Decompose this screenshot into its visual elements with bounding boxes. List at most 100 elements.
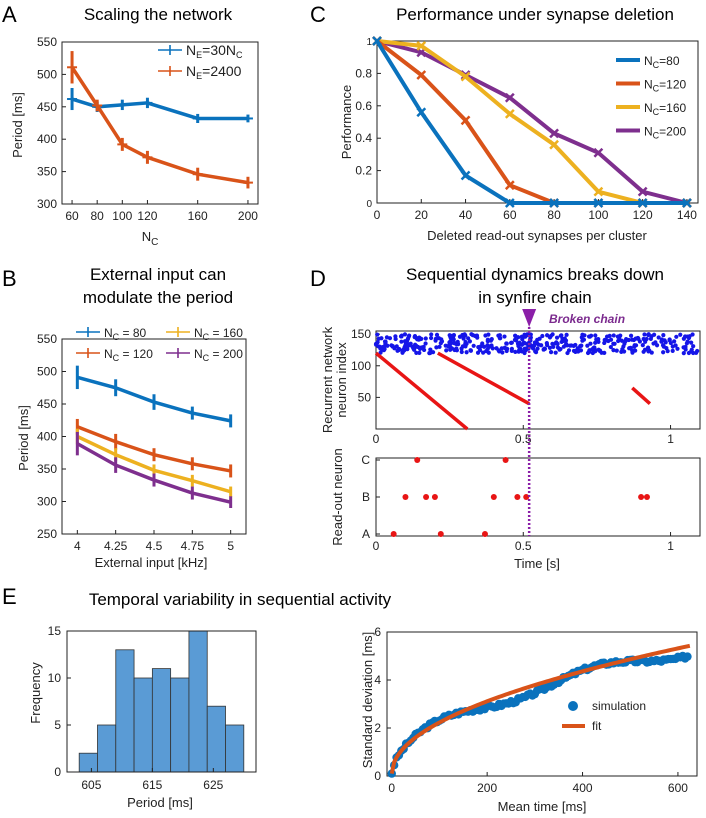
panel-c-legend-3-sub: C [653, 131, 660, 141]
panel-e-fit-chart: 0 200 400 600 0 2 4 6 simulation fit [374, 625, 698, 795]
panel-d-raster-dot [513, 333, 518, 338]
panel-d-raster-dot [466, 336, 471, 341]
panel-d-raster-dot [587, 349, 592, 354]
panel-c-marker [460, 71, 471, 82]
panel-b-legend-3-sub: C [203, 353, 210, 363]
panel-c-marker [416, 40, 427, 51]
panel-d-bottom-xtick-label: 1 [667, 539, 674, 553]
panel-d-raster-dot [649, 350, 654, 355]
panel-d-raster-dot [444, 348, 449, 353]
panel-c-legend-1-rest: =120 [659, 78, 686, 92]
panel-d-raster-dot [399, 339, 404, 344]
panel-c-legend-0-sub: C [653, 60, 660, 70]
panel-d-raster-dot [467, 339, 472, 344]
panel-d-raster-dot [412, 347, 417, 352]
panel-d-raster-dot [434, 332, 440, 337]
panel-d-raster-dot [578, 348, 584, 353]
panel-c-legend-2-rest: =160 [659, 101, 686, 115]
panel-c-marker [593, 186, 604, 197]
panel-e-hist-bar [115, 649, 135, 773]
panel-b-legend-3-rest: = 200 [209, 347, 243, 361]
panel-d-raster-dot [379, 336, 384, 341]
panel-d-raster-dot [656, 335, 661, 340]
panel-d-raster-dot [463, 341, 468, 346]
panel-e-hist-xtick-label: 615 [142, 778, 162, 792]
panel-d-raster-dot [422, 347, 427, 353]
panel-e-hist-bar [206, 705, 226, 773]
panel-a-xtick-label: 160 [188, 209, 208, 223]
panel-d-raster-dot [513, 349, 518, 354]
panel-d-title-line1: Sequential dynamics breaks down [406, 265, 664, 284]
panel-c-marker [504, 180, 515, 191]
panel-d-readout-spike [514, 494, 521, 500]
panel-a-xtick-label: 120 [137, 209, 157, 223]
panel-d-raster-dot [476, 345, 481, 350]
panel-d-raster-dot [632, 343, 637, 348]
panel-c-xtick-label: 100 [588, 208, 608, 222]
panel-d-raster-dot [392, 346, 397, 351]
panel-d-raster-dot [550, 341, 555, 346]
panel-e-hist-bar [97, 724, 117, 773]
panel-d-raster-dot [667, 337, 672, 342]
panel-d-raster-dot [499, 346, 504, 351]
panel-d-raster-dot [665, 349, 670, 354]
panel-d-ylabel-top-line1: Recurrent network [320, 326, 335, 433]
panel-c-series-line [375, 39, 687, 205]
panel-d-xlabel: Time [s] [514, 556, 560, 571]
panel-d-readout-spike [437, 531, 444, 537]
panel-d-raster-dot [670, 348, 675, 354]
panel-c-xtick-label: 60 [503, 208, 517, 222]
panel-d-raster-dot [611, 347, 616, 353]
panel-d-raster-dot [579, 343, 584, 348]
panel-d-raster-dot [502, 334, 507, 339]
panel-c-ytick-label: 0 [366, 199, 372, 210]
panel-d-raster-dot [548, 350, 554, 355]
panel-d-raster-dot [608, 344, 613, 350]
panel-d-readout-spike [638, 494, 645, 500]
panel-d-raster-dot [417, 350, 422, 355]
panel-d-raster-dot [480, 341, 485, 346]
panel-c-marker [372, 36, 382, 46]
panel-c-legend-0-text: NC=80 [644, 54, 680, 70]
panel-d-raster-dot [517, 340, 522, 345]
panel-d-raster-dot [547, 345, 553, 350]
panel-d-raster-dot [407, 333, 412, 338]
panel-c-ytick-label: 0.8 [355, 66, 372, 80]
panel-a-legend-0-text: NE=30NC [186, 42, 243, 60]
panel-a-legend-0-main: N [186, 42, 196, 58]
panel-e-hist-ytick-label: 0 [54, 765, 61, 779]
panel-b-legend-3-text: NC = 200 [194, 347, 243, 363]
panel-a-legend-1-main: N [186, 63, 196, 79]
panel-a-legend-1-sub: E [196, 71, 202, 81]
panel-c-marker [504, 198, 515, 208]
panel-d-readout-spike [402, 494, 409, 500]
panel-d-readout-spike [423, 494, 430, 500]
panel-d-raster-dot [519, 334, 524, 339]
panel-d-raster-dot [649, 334, 654, 339]
panel-d-title-line2: in synfire chain [478, 288, 591, 307]
panel-c-marker [682, 198, 692, 208]
panel-d-top-ytick-label: 150 [351, 327, 371, 341]
panel-label-b: B [2, 266, 17, 291]
panel-c-marker [416, 107, 427, 118]
panel-d-raster-dot [623, 338, 628, 344]
panel-e-fit-ytick-label: 6 [374, 625, 381, 639]
panel-d-top-xtick-label: 0 [373, 432, 380, 446]
panel-d-raster-dot [508, 340, 514, 345]
panel-e-hist-xlabel: Period [ms] [127, 795, 193, 810]
panel-d-raster-dot [646, 332, 651, 338]
panel-d-raster-dot [537, 336, 542, 341]
panel-d-raster-dot [540, 333, 545, 339]
panel-e-hist-bar [188, 630, 208, 773]
panel-e-hist-xtick-label: 605 [81, 778, 101, 792]
panel-c-legend-0-rest: =80 [659, 54, 680, 68]
panel-d-raster-dot [642, 332, 647, 337]
panel-e-fit-xtick-label: 600 [668, 781, 688, 795]
panel-d-raster-dot [404, 344, 410, 350]
panel-c-xtick-label: 0 [374, 208, 381, 222]
panel-d-raster-dot [500, 350, 505, 355]
panel-d-raster-dot [588, 341, 593, 346]
panel-c-legend-3-text: NC=200 [644, 125, 687, 141]
